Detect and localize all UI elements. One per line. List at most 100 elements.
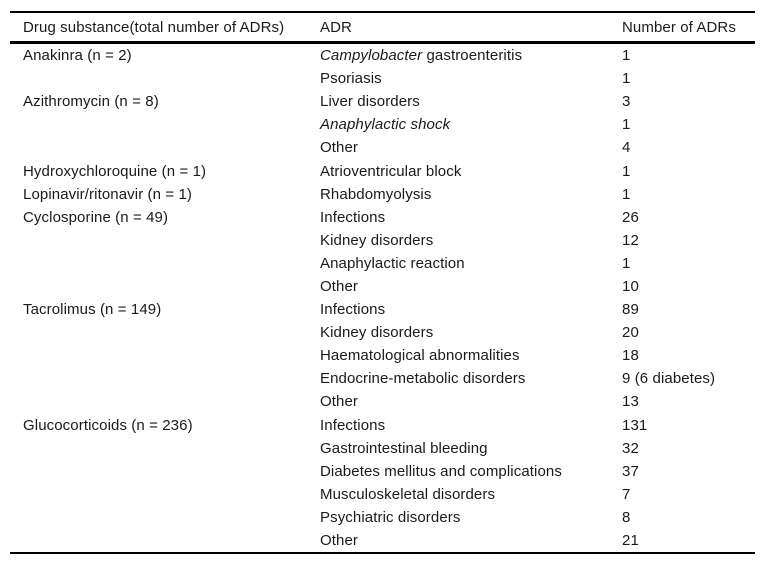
number-of-adrs-cell: 32 xyxy=(622,439,639,457)
drug-substance-cell: Glucocorticoids (n = 236) xyxy=(23,416,193,434)
drug-substance-cell: Tacrolimus (n = 149) xyxy=(23,301,162,319)
adr-cell: Infections xyxy=(307,206,609,229)
header-row: Drug substance(total number of ADRs) ADR… xyxy=(10,12,755,43)
drug-substance-cell: Anakinra (n = 2) xyxy=(23,47,132,65)
number-of-adrs-cell: 37 xyxy=(622,462,639,480)
adr-text-segment: Kidney disorders xyxy=(320,324,434,342)
number-of-adrs-cell: 8 xyxy=(622,508,631,526)
number-of-adrs-cell: 1 xyxy=(622,162,631,180)
adr-text-segment: Infections xyxy=(320,416,386,434)
drug-substance-cell xyxy=(10,437,307,460)
number-of-adrs-cell: 9 (6 diabetes) xyxy=(622,370,716,388)
table-row: Endocrine-metabolic disorders 9 (6 diabet… xyxy=(10,367,755,390)
adr-cell: Psychiatric disorders xyxy=(307,506,609,529)
adr-text-segment: Liver disorders xyxy=(320,93,420,111)
drug-substance-cell xyxy=(10,529,307,553)
adr-cell: Kidney disorders xyxy=(307,229,609,252)
drug-substance-cell xyxy=(10,275,307,298)
adr-text-segment: Rhabdomyolysis xyxy=(320,185,432,203)
adr-cell: Liver disorders xyxy=(307,90,609,113)
drug-substance-cell xyxy=(10,367,307,390)
adr-text-segment: Psoriasis xyxy=(320,70,382,88)
adr-cell: Infections xyxy=(307,298,609,321)
adr-text-segment: Gastrointestinal bleeding xyxy=(320,439,488,457)
table-row: Anakinra (n = 2) Campylobacter gastroente… xyxy=(10,43,755,68)
drug-substance-cell xyxy=(10,506,307,529)
table-row: Psoriasis 1 xyxy=(10,67,755,90)
number-of-adrs-cell: 7 xyxy=(622,485,631,503)
number-of-adrs-cell: 89 xyxy=(622,301,639,319)
table-row: Hydroxychloroquine (n = 1) Atrioventricul… xyxy=(10,159,755,182)
adr-text-segment: Other xyxy=(320,277,359,295)
adr-text-segment: Psychiatric disorders xyxy=(320,508,461,526)
adr-cell: Other xyxy=(307,136,609,159)
number-of-adrs-cell: 12 xyxy=(622,231,639,249)
table-row: Gastrointestinal bleeding 32 xyxy=(10,437,755,460)
table-row: Musculoskeletal disorders 7 xyxy=(10,483,755,506)
number-of-adrs-cell: 3 xyxy=(622,93,631,111)
adr-cell: Kidney disorders xyxy=(307,321,609,344)
adr-cell: Anaphylactic reaction xyxy=(307,252,609,275)
drug-substance-cell xyxy=(10,344,307,367)
number-of-adrs-cell: 1 xyxy=(622,254,631,272)
adr-text-segment: Other xyxy=(320,532,359,550)
drug-substance-cell xyxy=(10,136,307,159)
adr-text-segment: gastroenteritis xyxy=(422,47,523,65)
adr-cell: Musculoskeletal disorders xyxy=(307,483,609,506)
adr-text-segment: Atrioventricular block xyxy=(320,162,462,180)
adr-text-segment: Anaphylactic shock xyxy=(320,116,451,134)
table-row: Glucocorticoids (n = 236) Infections 131 xyxy=(10,414,755,437)
number-of-adrs-cell: 13 xyxy=(622,393,639,411)
adr-text-segment: Musculoskeletal disorders xyxy=(320,485,496,503)
table-row: Psychiatric disorders 8 xyxy=(10,506,755,529)
drug-substance-cell xyxy=(10,390,307,413)
number-of-adrs-cell: 1 xyxy=(622,185,631,203)
number-of-adrs-cell: 21 xyxy=(622,532,639,550)
table-header: Drug substance(total number of ADRs) ADR… xyxy=(10,12,755,43)
table-row: Azithromycin (n = 8) Liver disorders 3 xyxy=(10,90,755,113)
table-row: Diabetes mellitus and complications 37 xyxy=(10,460,755,483)
drug-substance-cell: Lopinavir/ritonavir (n = 1) xyxy=(23,185,193,203)
col-header-adr: ADR xyxy=(320,18,352,36)
adr-text-segment: Other xyxy=(320,393,359,411)
drug-substance-cell: Hydroxychloroquine (n = 1) xyxy=(23,162,207,180)
adr-text-segment: Kidney disorders xyxy=(320,231,434,249)
number-of-adrs-cell: 20 xyxy=(622,324,639,342)
adr-cell: Atrioventricular block xyxy=(307,159,609,182)
drug-substance-cell xyxy=(10,229,307,252)
adr-cell: Diabetes mellitus and complications xyxy=(307,460,609,483)
adr-cell: Other xyxy=(307,390,609,413)
table-row: Cyclosporine (n = 49) Infections 26 xyxy=(10,206,755,229)
drug-substance-cell: Azithromycin (n = 8) xyxy=(23,93,159,111)
adr-text-segment: Other xyxy=(320,139,359,157)
number-of-adrs-cell: 18 xyxy=(622,347,639,365)
adr-cell: Other xyxy=(307,529,609,553)
drug-substance-cell xyxy=(10,483,307,506)
adr-table-container: Drug substance(total number of ADRs) ADR… xyxy=(10,11,755,555)
number-of-adrs-cell: 26 xyxy=(622,208,639,226)
adr-text-segment: Campylobacter xyxy=(320,47,423,65)
table-body: Anakinra (n = 2) Campylobacter gastroente… xyxy=(10,43,755,554)
table-row: Lopinavir/ritonavir (n = 1) Rhabdomyolysi… xyxy=(10,183,755,206)
number-of-adrs-cell: 131 xyxy=(622,416,648,434)
table-row: Other 21 xyxy=(10,529,755,553)
adr-table: Drug substance(total number of ADRs) ADR… xyxy=(10,11,755,555)
table-row: Kidney disorders 20 xyxy=(10,321,755,344)
table-row: Tacrolimus (n = 149) Infections 89 xyxy=(10,298,755,321)
adr-cell: Anaphylactic shock xyxy=(307,113,609,136)
drug-substance-cell xyxy=(10,460,307,483)
adr-text-segment: Infections xyxy=(320,208,386,226)
drug-substance-cell: Cyclosporine (n = 49) xyxy=(23,208,169,226)
number-of-adrs-cell: 4 xyxy=(622,139,631,157)
adr-text-segment: Diabetes mellitus and complications xyxy=(320,462,562,480)
drug-substance-cell xyxy=(10,67,307,90)
table-row: Kidney disorders 12 xyxy=(10,229,755,252)
number-of-adrs-cell: 10 xyxy=(622,277,639,295)
number-of-adrs-cell: 1 xyxy=(622,70,631,88)
adr-cell: Other xyxy=(307,275,609,298)
adr-cell: Psoriasis xyxy=(307,67,609,90)
number-of-adrs-cell: 1 xyxy=(622,47,631,65)
adr-cell: Rhabdomyolysis xyxy=(307,183,609,206)
table-row: Anaphylactic shock 1 xyxy=(10,113,755,136)
drug-substance-cell xyxy=(10,252,307,275)
